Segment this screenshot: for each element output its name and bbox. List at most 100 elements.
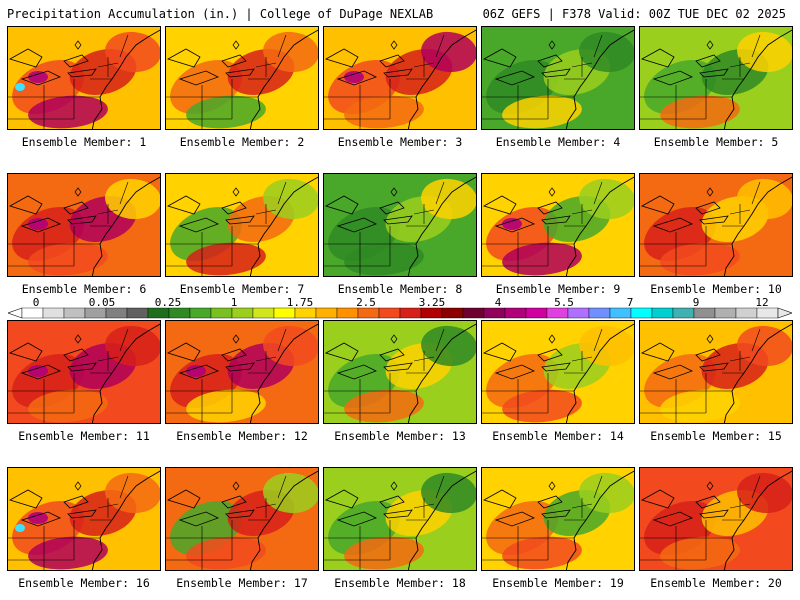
precip-map	[324, 27, 476, 129]
state-borders	[324, 328, 445, 423]
heavy-precip-area	[28, 218, 48, 230]
precip-area	[186, 242, 266, 276]
color-scale-label: 7	[626, 296, 634, 309]
color-scale-swatch	[357, 307, 380, 319]
lake-outlines	[166, 342, 255, 380]
precip-area	[660, 536, 740, 570]
ensemble-member-map	[323, 173, 477, 277]
color-scale-swatch	[399, 307, 422, 319]
precip-area	[660, 242, 740, 276]
lake-outlines	[8, 48, 97, 86]
precip-area	[502, 536, 582, 570]
color-scale-swatch	[714, 307, 737, 319]
state-borders	[8, 181, 129, 276]
ensemble-member-map	[7, 320, 161, 424]
color-scale-swatch	[525, 307, 548, 319]
lake-outlines	[8, 195, 97, 233]
precip-area	[421, 178, 476, 220]
precip-area	[28, 536, 108, 570]
state-borders	[482, 34, 603, 129]
color-scale-swatch	[609, 307, 632, 319]
state-borders	[640, 34, 761, 129]
precip-map	[8, 27, 160, 129]
precip-area	[344, 242, 424, 276]
heavy-precip-area	[28, 71, 48, 83]
precip-area	[421, 31, 476, 73]
color-scale-label: 1	[230, 296, 238, 309]
location-marker	[74, 40, 82, 50]
precip-area	[105, 178, 160, 220]
heavy-precip-area	[28, 365, 48, 377]
ensemble-member-map	[481, 173, 635, 277]
ensemble-member-label: Ensemble Member: 4	[495, 135, 621, 149]
location-marker	[706, 40, 714, 50]
ensemble-member-label: Ensemble Member: 15	[650, 429, 782, 443]
precip-map	[166, 321, 318, 423]
lake-outlines	[324, 48, 413, 86]
lake-outlines	[640, 195, 729, 233]
ensemble-member-label: Ensemble Member: 9	[495, 282, 621, 296]
color-scale-swatch	[630, 307, 653, 319]
location-marker	[548, 40, 556, 50]
precip-area	[28, 242, 108, 276]
lake-outlines	[482, 195, 571, 233]
lake-outlines	[324, 195, 413, 233]
color-scale-swatch	[231, 307, 254, 319]
color-scale-label: 1.75	[286, 296, 314, 309]
precip-map	[8, 321, 160, 423]
location-marker	[232, 40, 240, 50]
precip-area	[579, 472, 634, 514]
color-scale-swatch	[378, 307, 401, 319]
scale-max-arrow	[777, 307, 792, 319]
location-marker	[548, 481, 556, 491]
ensemble-member-label: Ensemble Member: 8	[337, 282, 463, 296]
precip-area	[502, 95, 582, 129]
ensemble-member-label: Ensemble Member: 2	[179, 135, 305, 149]
ensemble-member-label: Ensemble Member: 7	[179, 282, 305, 296]
ensemble-member-label: Ensemble Member: 1	[21, 135, 147, 149]
location-marker	[390, 481, 398, 491]
ensemble-member-map	[7, 26, 161, 130]
precip-map	[640, 174, 792, 276]
precip-area	[28, 389, 108, 423]
color-scale-swatch	[21, 307, 44, 319]
precip-map	[324, 321, 476, 423]
color-scale-swatch	[441, 307, 464, 319]
precip-area	[660, 389, 740, 423]
color-scale-label: 9	[692, 296, 700, 309]
color-scale-label: 3.25	[418, 296, 446, 309]
lake-outlines	[482, 48, 571, 86]
precip-map	[640, 468, 792, 570]
color-scale-swatch	[462, 307, 485, 319]
lake-outlines	[324, 489, 413, 527]
precip-map	[640, 27, 792, 129]
precip-area	[263, 31, 318, 73]
color-scale-swatch	[42, 307, 65, 319]
color-scale-swatch	[168, 307, 191, 319]
precip-map	[324, 468, 476, 570]
precip-map	[166, 27, 318, 129]
location-marker	[232, 334, 240, 344]
state-borders	[640, 475, 761, 570]
state-borders	[482, 328, 603, 423]
ensemble-member-label: Ensemble Member: 12	[176, 429, 308, 443]
precip-area	[579, 325, 634, 367]
location-marker	[390, 40, 398, 50]
color-scale-label: 5.5	[554, 296, 574, 309]
state-borders	[166, 475, 287, 570]
state-borders	[166, 328, 287, 423]
location-marker	[390, 187, 398, 197]
scale-min-arrow	[8, 307, 23, 319]
heavy-precip-area	[28, 512, 48, 524]
precip-area	[105, 325, 160, 367]
ensemble-member-map	[639, 26, 793, 130]
precip-area	[737, 325, 792, 367]
color-scale-swatch	[651, 307, 674, 319]
color-scale-swatch	[756, 307, 779, 319]
precip-area	[737, 31, 792, 73]
ensemble-member-map	[7, 467, 161, 571]
heavy-precip-area	[186, 365, 206, 377]
ensemble-member-map	[481, 467, 635, 571]
page-title: Precipitation Accumulation (in.) | Colle…	[7, 7, 434, 21]
precip-map	[482, 174, 634, 276]
